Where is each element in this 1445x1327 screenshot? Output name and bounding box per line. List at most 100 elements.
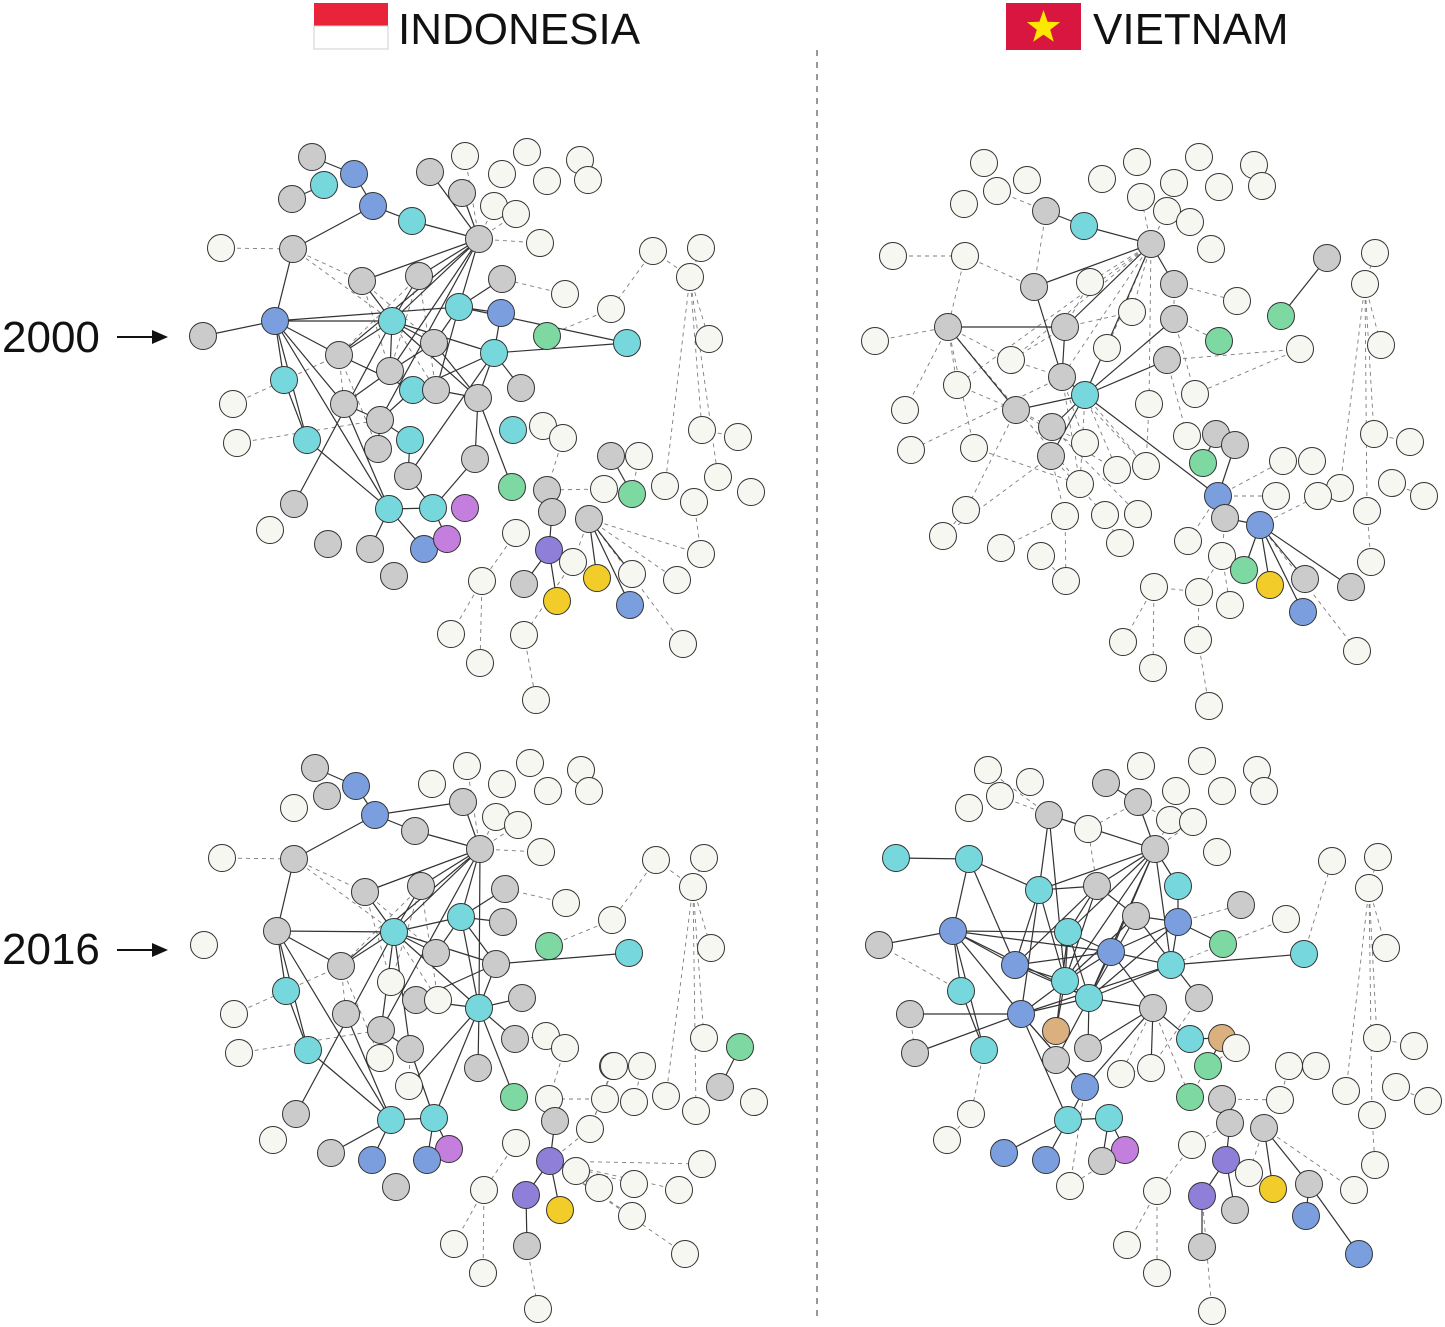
network-node <box>1118 298 1146 326</box>
network-node <box>865 931 893 959</box>
network-node <box>380 918 408 946</box>
network-node <box>676 263 704 291</box>
network-node <box>466 835 494 863</box>
network-node <box>1256 571 1284 599</box>
solid-edge <box>1308 1183 1360 1255</box>
solid-edge <box>374 801 464 816</box>
network-node <box>943 371 971 399</box>
network-node <box>1132 452 1160 480</box>
network-node <box>534 777 562 805</box>
dashed-edge <box>965 409 1017 511</box>
dashed-edge <box>482 1189 485 1274</box>
network-node <box>1143 1259 1171 1287</box>
network-node <box>502 1129 530 1157</box>
network-node <box>366 406 394 434</box>
dashed-edge <box>1368 887 1373 1116</box>
dashed-edge <box>689 276 719 478</box>
network-node <box>597 442 625 470</box>
network-node <box>1216 1109 1244 1137</box>
network-node <box>1109 628 1137 656</box>
network-node <box>407 872 435 900</box>
network-node <box>1363 1024 1391 1052</box>
network-node <box>546 1196 574 1224</box>
network-node <box>189 322 217 350</box>
network-node <box>1091 501 1119 529</box>
network-node <box>1358 1101 1386 1129</box>
network-node <box>562 1157 590 1185</box>
network-node <box>1127 183 1155 211</box>
network-node <box>616 591 644 619</box>
network-node <box>1042 1046 1070 1074</box>
dashed-edge <box>549 1160 680 1191</box>
network-node <box>1211 504 1239 532</box>
network-node <box>688 416 716 444</box>
dashed-edge <box>1345 887 1370 1092</box>
network-node <box>642 846 670 874</box>
network-node <box>1111 1136 1139 1164</box>
solid-edge <box>1084 318 1175 396</box>
network-node <box>259 1126 287 1154</box>
dashed-edge <box>665 886 694 1097</box>
network-node <box>378 307 406 335</box>
network-node <box>697 934 725 962</box>
network-node <box>1088 165 1116 193</box>
network-node <box>1140 573 1168 601</box>
network-node <box>1037 442 1065 470</box>
solid-edge <box>1048 814 1066 982</box>
star-icon <box>1026 10 1061 42</box>
dashed-edge <box>1364 283 1375 435</box>
dashed-edge <box>340 885 422 967</box>
dashed-edge <box>340 965 381 1059</box>
network-node <box>628 1052 656 1080</box>
network-node <box>1360 420 1388 448</box>
network-node <box>401 817 429 845</box>
network-node <box>597 295 625 323</box>
network-node <box>418 770 446 798</box>
network-node <box>327 952 355 980</box>
dashed-edge <box>479 816 497 850</box>
solid-edge <box>1067 848 1156 933</box>
network-node <box>1164 872 1192 900</box>
network-node <box>382 1173 410 1201</box>
dashed-edge <box>1194 348 1301 395</box>
solid-edge <box>380 848 481 1031</box>
network-node <box>445 293 473 321</box>
network-node <box>600 1052 628 1080</box>
network-node <box>449 788 477 816</box>
network-node <box>1106 529 1134 557</box>
network-node <box>724 423 752 451</box>
network-node <box>508 984 536 1012</box>
solid-edge <box>1084 394 1219 497</box>
network-node <box>270 366 298 394</box>
network-node <box>502 200 530 228</box>
network-node <box>1235 1159 1263 1187</box>
network-node <box>1291 565 1319 593</box>
solid-edge <box>1064 243 1152 328</box>
network-node <box>1176 1083 1204 1111</box>
network-node <box>1074 815 1102 843</box>
network-node <box>1160 169 1188 197</box>
network-node <box>1343 637 1371 665</box>
network-node <box>1189 449 1217 477</box>
year-label-2000: 2000 <box>2 313 100 362</box>
network-node <box>1357 548 1385 576</box>
network-node <box>504 811 532 839</box>
network-node <box>933 1126 961 1154</box>
network-node <box>513 1232 541 1260</box>
network-node <box>466 649 494 677</box>
network-node <box>574 166 602 194</box>
network-node <box>1137 1054 1165 1082</box>
network-node <box>533 322 561 350</box>
network-node <box>983 177 1011 205</box>
network-node <box>1262 482 1290 510</box>
dashed-edge <box>1279 1065 1290 1101</box>
network-node <box>1071 1073 1099 1101</box>
network-node <box>737 478 765 506</box>
dashed-edge <box>1061 376 1081 485</box>
solid-edge <box>1110 848 1156 953</box>
dashed-edge <box>1391 482 1425 497</box>
network-node <box>1222 1034 1250 1062</box>
solid-edge <box>1038 889 1066 982</box>
dashed-edge <box>973 447 1081 485</box>
network-node <box>1355 874 1383 902</box>
